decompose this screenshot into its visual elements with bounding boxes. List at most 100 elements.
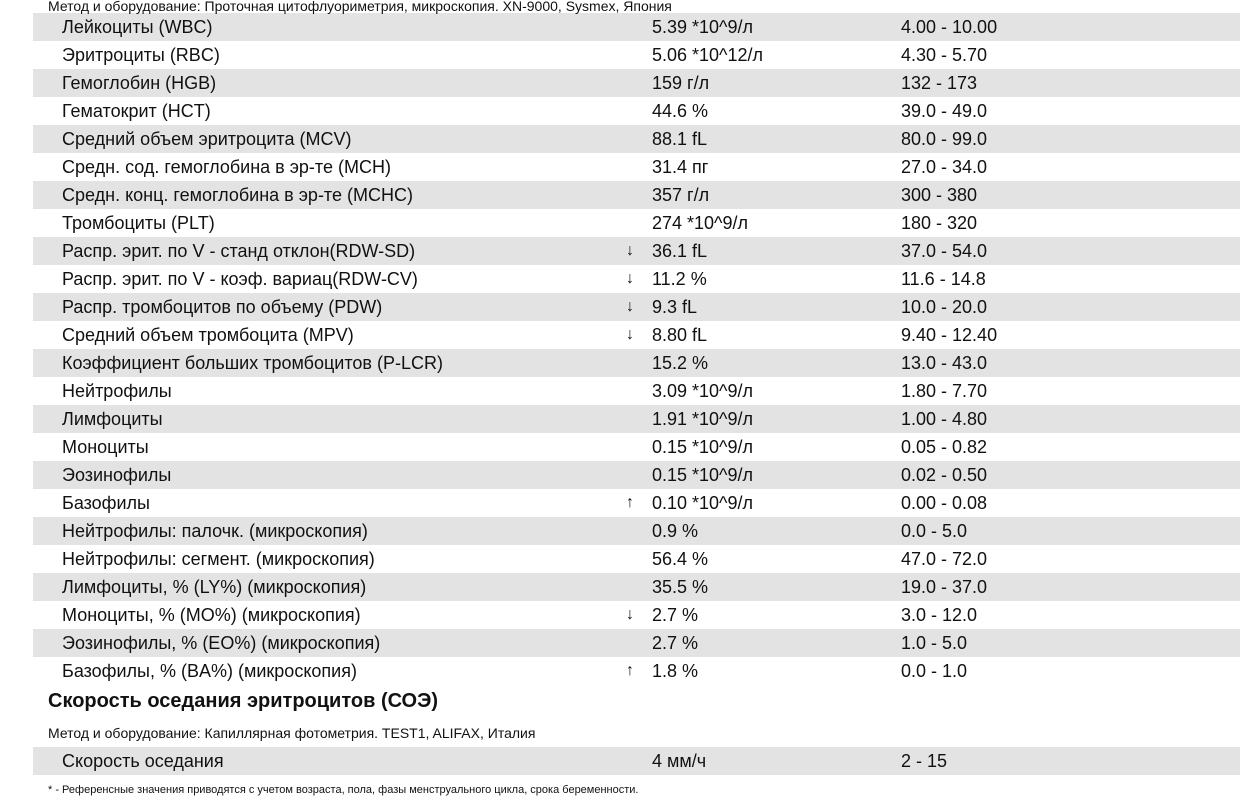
reference-range: 4.30 - 5.70: [901, 45, 988, 65]
table-row: Тромбоциты (PLT) 274 *10^9/л 180 - 320: [33, 209, 1240, 237]
table-row: Средн. сод. гемоглобина в эр-те (MCH) 31.…: [33, 153, 1240, 181]
table-row: Лейкоциты (WBC) 5.39 *10^9/л 4.00 - 10.00: [33, 13, 1240, 41]
test-name: Средн. сод. гемоглобина в эр-те (MCH): [62, 157, 391, 177]
esr-table: Скорость оседания 4 мм/ч 2 - 15: [33, 747, 1240, 775]
test-value: 8.80 fL: [652, 325, 708, 345]
test-value: 44.6 %: [652, 101, 709, 121]
test-name: Средн. конц. гемоглобина в эр-те (MCHC): [62, 185, 413, 205]
flag-arrow-icon: ↑: [626, 494, 634, 511]
reference-range: 0.02 - 0.50: [901, 465, 988, 485]
test-name: Гематокрит (HCT): [62, 101, 211, 121]
test-value: 3.09 *10^9/л: [652, 381, 754, 401]
reference-range: 300 - 380: [901, 185, 978, 205]
table-row: Эритроциты (RBC) 5.06 *10^12/л 4.30 - 5.70: [33, 41, 1240, 69]
table-row: Эозинофилы 0.15 *10^9/л 0.02 - 0.50: [33, 461, 1240, 489]
test-value: 0.15 *10^9/л: [652, 465, 754, 485]
footnote: * - Референсные значения приводятся с уч…: [48, 784, 639, 796]
test-name: Базофилы: [62, 493, 150, 513]
test-name: Нейтрофилы: палочк. (микроскопия): [62, 521, 368, 541]
flag-arrow-icon: ↓: [626, 326, 634, 343]
table-row: Распр. эрит. по V - станд отклон(RDW-SD)…: [33, 237, 1240, 265]
test-name: Средний объем эритроцита (MCV): [62, 129, 352, 149]
test-name: Моноциты: [62, 437, 149, 457]
reference-range: 19.0 - 37.0: [901, 577, 988, 597]
reference-range: 1.0 - 5.0: [901, 633, 968, 653]
test-name: Эозинофилы: [62, 465, 172, 485]
test-name: Распр. эрит. по V - коэф. вариац(RDW-CV): [62, 269, 418, 289]
test-value: 2.7 %: [652, 633, 699, 653]
reference-range: 47.0 - 72.0: [901, 549, 988, 569]
table-row: Коэффициент больших тромбоцитов (P-LCR) 1…: [33, 349, 1240, 377]
test-value: 9.3 fL: [652, 297, 698, 317]
test-value: 0.15 *10^9/л: [652, 437, 754, 457]
test-name: Тромбоциты (PLT): [62, 213, 215, 233]
reference-range: 27.0 - 34.0: [901, 157, 988, 177]
table-row: Нейтрофилы: сегмент. (микроскопия) 56.4 %…: [33, 545, 1240, 573]
results-table: Лейкоциты (WBC) 5.39 *10^9/л 4.00 - 10.00 Э…: [33, 13, 1240, 685]
test-value: 88.1 fL: [652, 129, 708, 149]
reference-range: 39.0 - 49.0: [901, 101, 988, 121]
table-row: Моноциты, % (MO%) (микроскопия) ↓ 2.7 % 3.0…: [33, 601, 1240, 629]
table-row: Базофилы, % (BA%) (микроскопия) ↑ 1.8 % 0.0…: [33, 657, 1240, 685]
table-row: Гемоглобин (HGB) 159 г/л 132 - 173: [33, 69, 1240, 97]
section-title: Скорость оседания эритроцитов (СОЭ): [48, 690, 438, 712]
test-name: Моноциты, % (MO%) (микроскопия): [62, 605, 361, 625]
test-value: 274 *10^9/л: [652, 213, 749, 233]
flag-arrow-icon: ↓: [626, 270, 634, 287]
test-name: Распр. тромбоцитов по объему (PDW): [62, 297, 383, 317]
reference-range: 9.40 - 12.40: [901, 325, 998, 345]
reference-range: 4.00 - 10.00: [901, 17, 998, 37]
table-row: Эозинофилы, % (EO%) (микроскопия) 2.7 % 1.…: [33, 629, 1240, 657]
flag-arrow-icon: ↓: [626, 298, 634, 315]
test-name: Лимфоциты, % (LY%) (микроскопия): [62, 577, 367, 597]
flag-arrow-icon: ↓: [626, 242, 634, 259]
test-value: 1.8 %: [652, 661, 699, 681]
table-row: Средний объем эритроцита (MCV) 88.1 fL 80.…: [33, 125, 1240, 153]
test-value: 15.2 %: [652, 353, 709, 373]
reference-range: 0.0 - 1.0: [901, 661, 968, 681]
reference-range: 0.05 - 0.82: [901, 437, 988, 457]
reference-range: 2 - 15: [901, 751, 948, 771]
test-value: 357 г/л: [652, 185, 710, 205]
test-value: 35.5 %: [652, 577, 709, 597]
test-name: Эритроциты (RBC): [62, 45, 220, 65]
test-name: Гемоглобин (HGB): [62, 73, 217, 93]
flag-arrow-icon: ↓: [626, 606, 634, 623]
test-name: Лимфоциты: [62, 409, 163, 429]
reference-range: 132 - 173: [901, 73, 978, 93]
reference-range: 0.00 - 0.08: [901, 493, 988, 513]
reference-range: 37.0 - 54.0: [901, 241, 988, 261]
test-name: Лейкоциты (WBC): [62, 17, 213, 37]
reference-range: 11.6 - 14.8: [901, 269, 986, 289]
test-value: 159 г/л: [652, 73, 710, 93]
test-value: 5.06 *10^12/л: [652, 45, 764, 65]
table-row: Скорость оседания 4 мм/ч 2 - 15: [33, 747, 1240, 775]
test-value: 31.4 пг: [652, 157, 709, 177]
test-name: Средний объем тромбоцита (MPV): [62, 325, 354, 345]
test-name: Нейтрофилы: сегмент. (микроскопия): [62, 549, 375, 569]
test-value: 36.1 fL: [652, 241, 708, 261]
test-value: 11.2 %: [652, 269, 707, 289]
reference-range: 10.0 - 20.0: [901, 297, 988, 317]
test-name: Нейтрофилы: [62, 381, 172, 401]
test-value: 5.39 *10^9/л: [652, 17, 754, 37]
test-value: 4 мм/ч: [652, 751, 707, 771]
reference-range: 180 - 320: [901, 213, 978, 233]
table-row: Моноциты 0.15 *10^9/л 0.05 - 0.82: [33, 433, 1240, 461]
test-name: Коэффициент больших тромбоцитов (P-LCR): [62, 353, 443, 373]
test-name: Распр. эрит. по V - станд отклон(RDW-SD): [62, 241, 416, 261]
table-row: Средний объем тромбоцита (MPV) ↓ 8.80 fL 9.…: [33, 321, 1240, 349]
table-row: Распр. тромбоцитов по объему (PDW) ↓ 9.3 f…: [33, 293, 1240, 321]
reference-range: 13.0 - 43.0: [901, 353, 988, 373]
test-value: 0.9 %: [652, 521, 699, 541]
test-value: 1.91 *10^9/л: [652, 409, 754, 429]
reference-range: 1.00 - 4.80: [901, 409, 988, 429]
table-row: Средн. конц. гемоглобина в эр-те (MCHC) 3…: [33, 181, 1240, 209]
test-name: Скорость оседания: [62, 751, 224, 771]
method-text: Метод и оборудование: Проточная цитофлуо…: [48, 0, 672, 14]
table-row: Распр. эрит. по V - коэф. вариац(RDW-CV)…: [33, 265, 1240, 293]
reference-range: 3.0 - 12.0: [901, 605, 978, 625]
table-row: Нейтрофилы 3.09 *10^9/л 1.80 - 7.70: [33, 377, 1240, 405]
reference-range: 0.0 - 5.0: [901, 521, 968, 541]
reference-range: 1.80 - 7.70: [901, 381, 988, 401]
